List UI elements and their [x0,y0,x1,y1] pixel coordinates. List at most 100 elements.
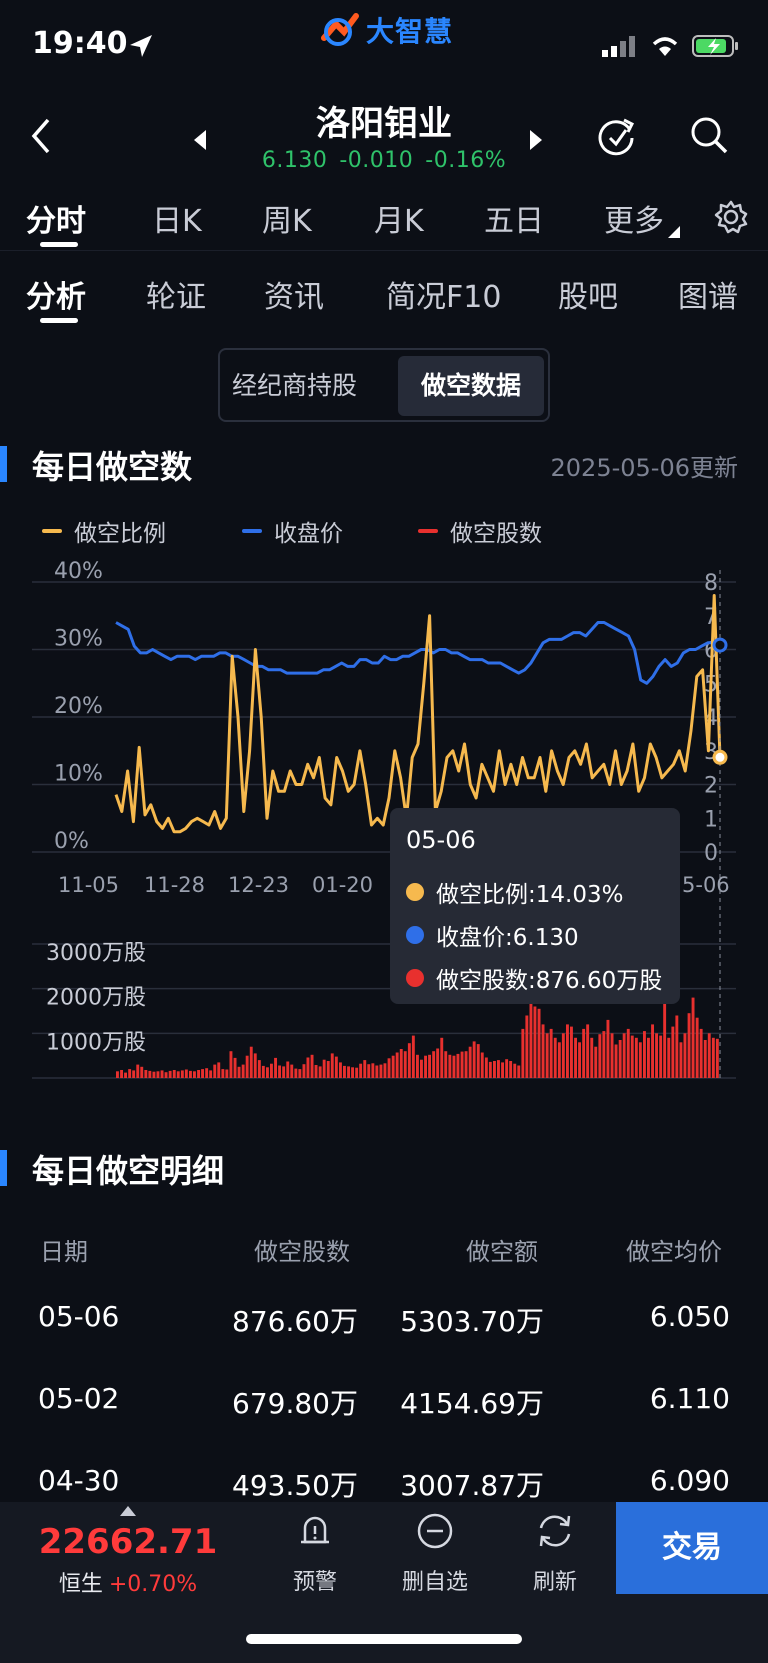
section-marker [0,446,7,482]
legend-label: 做空股数 [450,521,542,547]
volume-bar [205,1068,209,1078]
y-left-tick: 10% [54,762,103,787]
volume-bar [383,1063,387,1078]
back-icon[interactable] [30,118,54,154]
tab-news[interactable]: 资讯 [264,280,324,315]
volume-bar [557,1042,561,1078]
volume-bar [128,1069,132,1078]
row-short-avg-price: 6.050 [649,1300,730,1333]
volume-bar [695,1017,699,1078]
volume-bar [176,1071,180,1078]
broker-holdings-option[interactable]: 经纪商持股 [232,371,358,400]
volume-bar [395,1052,399,1078]
x-tick: 12-23 [228,873,289,897]
volume-bar [513,1063,517,1078]
volume-bar [407,1043,411,1078]
volume-bar [172,1070,176,1078]
volume-bar [464,1051,468,1078]
battery-icon [692,35,738,57]
volume-bar [197,1070,200,1078]
tooltip-ratio-text: 做空比例:14.03% [436,881,624,908]
volume-bar [339,1062,342,1078]
gear-icon[interactable] [714,200,748,234]
volume-bar [140,1066,144,1078]
volume-bar [440,1037,444,1078]
volume-bar [476,1044,480,1078]
volume-bar [201,1069,204,1078]
volume-bars [116,997,719,1078]
row-short-amount: 3007.87万 [400,1469,544,1502]
active-tab-indicator [40,242,78,247]
volume-bar [570,1026,573,1078]
volume-bar [687,1013,691,1078]
tab-daily-k[interactable]: 日K [152,204,202,239]
volume-bar [148,1070,152,1078]
stock-price: 6.130 [261,148,328,173]
col-short-volume: 做空股数 [254,1238,350,1266]
x-tick: 11-05 [58,873,119,897]
tab-five-day[interactable]: 五日 [484,204,544,239]
search-icon[interactable] [690,116,728,154]
volume-bar [302,1064,306,1078]
legend-swatch [418,529,438,533]
legend-close-price[interactable]: 收盘价 [242,514,343,548]
short-detail-title: 每日做空明细 [32,1152,225,1190]
hsi-label[interactable]: 恒生 +0.70% [0,1566,256,1598]
legend-short-volume[interactable]: 做空股数 [418,514,542,548]
volume-bar [594,1046,598,1078]
volume-bar [448,1054,452,1078]
tab-intraday[interactable]: 分时 [26,204,86,239]
tab-profile-f10[interactable]: 简况F10 [386,280,502,315]
volume-bar [371,1063,375,1078]
alert-button[interactable]: 预警 [256,1512,374,1596]
next-stock-icon[interactable] [528,130,544,150]
tab-monthly-k[interactable]: 月K [374,204,424,239]
x-tick: 11-28 [144,873,205,897]
volume-axis: 3000万股 2000万股 1000万股 [46,941,146,1055]
expand-up-icon[interactable] [120,1506,136,1516]
x-tick: 01-20 [312,873,373,897]
remove-favorite-button[interactable]: 删自选 [376,1512,494,1596]
volume-bar [610,1033,614,1078]
volume-bar [233,1057,237,1078]
ratio-marker [712,749,728,765]
alert-icon [301,1516,329,1544]
prev-stock-icon[interactable] [192,130,208,150]
volume-bar [375,1065,379,1078]
volume-bar [359,1063,363,1078]
tab-weekly-k[interactable]: 周K [262,204,312,239]
tab-graph[interactable]: 图谱 [678,280,738,315]
trade-button[interactable]: 交易 [616,1502,768,1594]
volume-bar [606,1019,610,1078]
volume-bar [164,1072,168,1078]
hsi-change: +0.70% [108,1572,198,1597]
volume-bar [529,1002,533,1078]
home-indicator[interactable] [246,1634,522,1644]
volume-bar [245,1055,249,1078]
stock-change-pct: -0.16% [425,148,507,173]
tab-more[interactable]: 更多 [604,204,664,239]
legend-swatch [242,529,262,533]
volume-bar [663,1002,667,1078]
volume-bar [282,1066,286,1078]
hsi-value[interactable]: 22662.71 [38,1522,218,1562]
volume-bar [541,1024,545,1078]
refresh-button[interactable]: 刷新 [496,1512,614,1596]
volume-bar [699,1028,703,1078]
section-marker [0,1150,7,1186]
tab-warrants[interactable]: 轮证 [146,280,206,315]
volume-bar [229,1051,233,1078]
y-left-tick: 0% [54,829,89,854]
status-indicators [602,34,740,58]
tab-analysis[interactable]: 分析 [26,280,86,315]
volume-bar [274,1057,277,1078]
volume-tick: 3000万股 [46,941,146,966]
refresh-icon[interactable] [596,116,636,156]
volume-bar [622,1033,626,1078]
short-data-option[interactable]: 做空数据 [398,356,544,416]
volume-bar [334,1056,338,1078]
volume-bar [679,1042,683,1078]
legend-short-ratio[interactable]: 做空比例 [42,514,166,548]
volume-tick: 1000万股 [46,1030,146,1055]
tab-forum[interactable]: 股吧 [558,280,618,315]
